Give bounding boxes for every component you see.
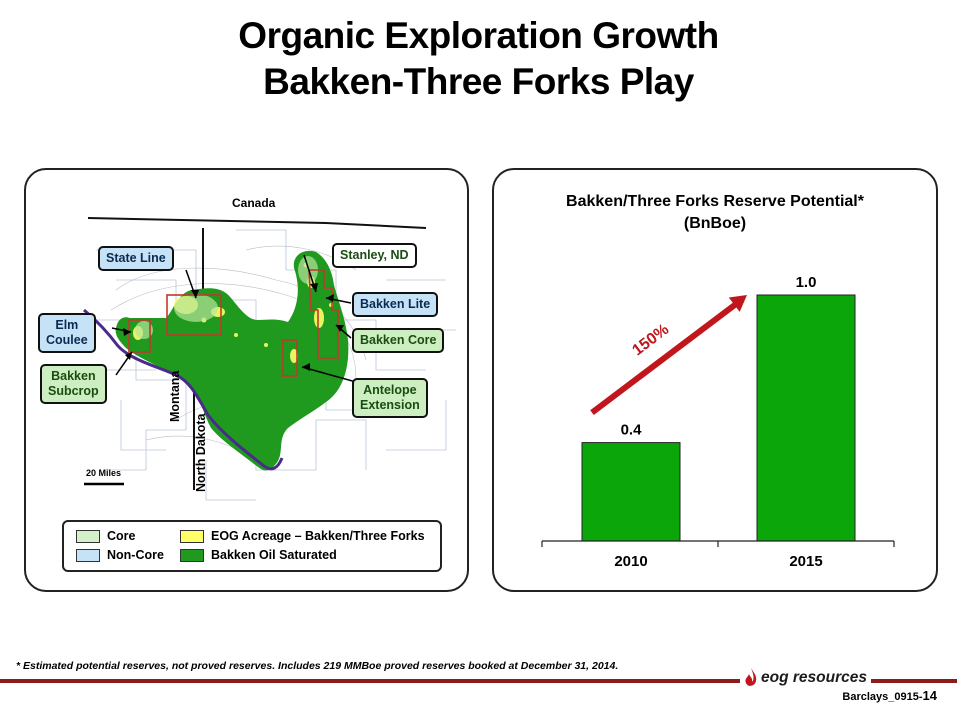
tick-label-2015: 2015 [789, 553, 822, 570]
subcrop-boundary [83, 308, 284, 471]
callout-arrowheads [123, 283, 344, 371]
canada-label: Canada [232, 196, 276, 210]
bar-2015 [756, 294, 856, 542]
callout-elm-coulee-line2: Coulee [46, 333, 88, 347]
legend-item-eog-acreage: EOG Acreage – Bakken/Three Forks [180, 529, 425, 543]
footer-rule [0, 679, 957, 683]
callout-elm-coulee: Elm Coulee [38, 313, 96, 353]
slide-title-line1: Organic Exploration Growth [238, 15, 719, 56]
tick-label-2010: 2010 [614, 553, 647, 570]
montana-label: Montana [168, 370, 182, 422]
bar-2010 [581, 442, 681, 542]
flame-icon [745, 668, 757, 686]
legend-swatch-core [76, 529, 100, 543]
legend-label-oil-saturated: Bakken Oil Saturated [211, 548, 337, 562]
canada-border [87, 217, 427, 229]
value-label-2010: 0.4 [621, 422, 643, 439]
acreage-outlines [128, 269, 339, 377]
callout-bakken-core-text: Bakken Core [360, 333, 437, 347]
callout-antelope-line1: Antelope [363, 383, 417, 397]
core-patches [135, 256, 318, 339]
scale-label: 20 Miles [86, 468, 122, 478]
legend-label-core: Core [107, 529, 136, 543]
callout-bakken-subcrop: Bakken Subcrop [40, 364, 107, 404]
callout-elm-coulee-line1: Elm [55, 318, 79, 332]
north-dakota-label: North Dakota [194, 413, 208, 492]
callout-antelope-extension: Antelope Extension [352, 378, 428, 418]
map-legend: Core Non-Core EOG Acreage – Bakken/Three… [62, 520, 442, 572]
slide-title-line2: Bakken-Three Forks Play [263, 61, 694, 102]
legend-item-core: Core [76, 529, 135, 543]
legend-swatch-eog-acreage [180, 529, 204, 543]
callout-antelope-line2: Extension [360, 398, 420, 412]
callout-state-line-text: State Line [106, 251, 166, 265]
growth-arrow-shaft [590, 298, 742, 415]
logo-text: eog resources [761, 669, 867, 686]
callout-bakken-core: Bakken Core [352, 328, 445, 353]
bakken-map [83, 217, 456, 501]
footnote: * Estimated potential reserves, not prov… [16, 660, 619, 672]
legend-swatch-oil-saturated [180, 548, 204, 562]
callout-stanley: Stanley, ND [332, 243, 417, 268]
callout-bakken-subcrop-line1: Bakken [51, 369, 96, 383]
page-number: 14 [922, 688, 937, 703]
map-panel: Canada Montana North Dakota 20 Miles Sta… [24, 168, 469, 592]
value-label-2015: 1.0 [796, 274, 817, 291]
callout-bakken-lite-text: Bakken Lite [360, 297, 431, 311]
chart-title: Bakken/Three Forks Reserve Potential* [566, 193, 864, 210]
legend-item-non-core: Non-Core [76, 548, 164, 562]
callout-bakken-subcrop-line2: Subcrop [48, 384, 99, 398]
callout-bakken-lite: Bakken Lite [352, 292, 439, 317]
growth-arrow-head [728, 295, 747, 312]
chart-subtitle: (BnBoe) [683, 215, 747, 232]
callout-stanley-text: Stanley, ND [340, 248, 409, 262]
legend-label-eog-acreage: EOG Acreage – Bakken/Three Forks [211, 529, 425, 543]
page-code: Barclays_0915-14 [842, 688, 937, 703]
page-code-text: Barclays_0915- [842, 691, 923, 703]
legend-label-non-core: Non-Core [107, 548, 164, 562]
oil-saturated-area [115, 250, 349, 471]
legend-swatch-non-core [76, 548, 100, 562]
legend-item-oil-saturated: Bakken Oil Saturated [180, 548, 337, 562]
callout-state-line: State Line [98, 246, 174, 271]
chart-panel: Bakken/Three Forks Reserve Potential* (B… [492, 168, 938, 592]
eog-logo: eog resources [740, 664, 871, 692]
